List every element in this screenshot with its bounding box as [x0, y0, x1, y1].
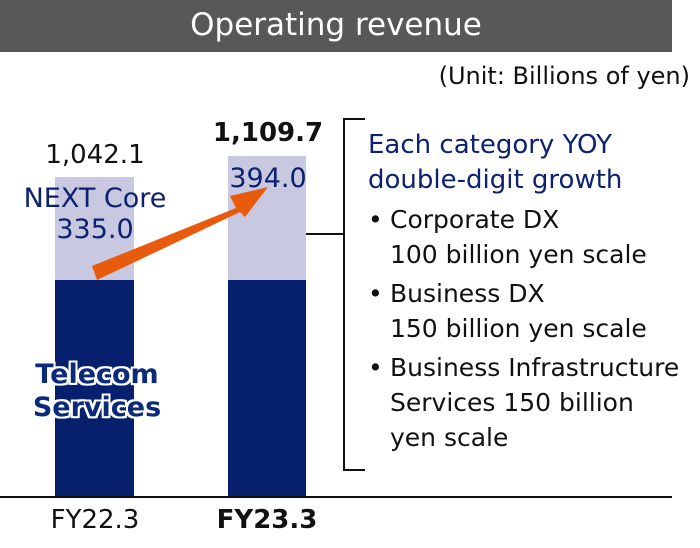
note-headline-line2: double-digit growth — [368, 165, 623, 195]
next-core-label: NEXT Core 335.0 — [5, 183, 185, 245]
growth-note: Each category YOY double-digit growth • … — [368, 128, 700, 455]
bullet-line: Services 150 billion — [390, 388, 634, 417]
bar-fy23-next-core-value: 394.0 — [229, 163, 307, 194]
x-label-fy22: FY22.3 — [50, 505, 140, 535]
note-headline-line1: Each category YOY — [368, 130, 612, 160]
note-bullet: • Business DX 150 billion yen scale — [368, 276, 700, 346]
unit-label: (Unit: Billions of yen) — [438, 62, 690, 90]
bullet-line: Business Infrastructure — [390, 353, 680, 382]
bar-fy22-next-core-value: 335.0 — [56, 214, 134, 245]
bullet-line: 100 billion yen scale — [390, 240, 647, 269]
x-axis — [0, 496, 672, 498]
bracket — [343, 118, 365, 471]
next-core-name: NEXT Core — [23, 183, 167, 214]
bullet-icon: • — [368, 279, 383, 308]
bullet-line: Corporate DX — [390, 205, 560, 234]
bar-fy22-telecom — [55, 280, 134, 496]
bullet-line: Business DX — [390, 279, 545, 308]
note-bullet: • Corporate DX 100 billion yen scale — [368, 202, 700, 272]
telecom-line1: Telecom — [35, 359, 159, 390]
bullet-icon: • — [368, 205, 383, 234]
bullet-icon: • — [368, 353, 383, 382]
bracket-connector — [306, 233, 344, 235]
note-headline: Each category YOY double-digit growth — [368, 128, 700, 198]
bullet-line: 150 billion yen scale — [390, 314, 647, 343]
bar-fy23-next-core — [228, 156, 306, 280]
chart-title: Operating revenue — [0, 0, 672, 52]
telecom-services-label: Telecom Services — [22, 358, 172, 424]
x-label-fy23: FY23.3 — [216, 505, 318, 535]
bar-fy23-total: 1,109.7 — [212, 118, 324, 148]
bar-fy22-total: 1,042.1 — [45, 140, 145, 170]
bullet-line: yen scale — [390, 423, 509, 452]
note-bullet: • Business Infrastructure Services 150 b… — [368, 350, 700, 455]
bar-fy23-telecom — [228, 280, 306, 496]
telecom-line2: Services — [32, 392, 162, 423]
